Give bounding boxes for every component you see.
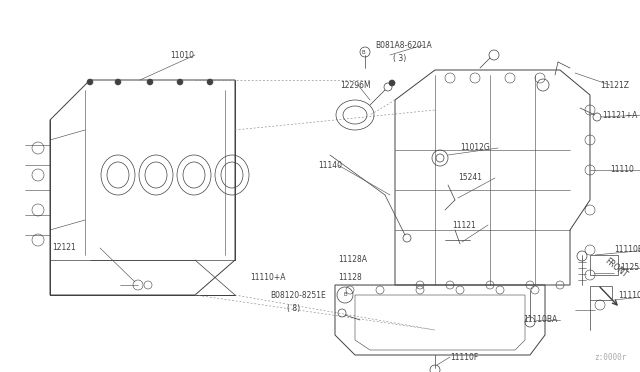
Text: 12296M: 12296M — [340, 80, 371, 90]
Bar — [590, 255, 618, 275]
Text: 11110BA: 11110BA — [523, 315, 557, 324]
Circle shape — [147, 79, 153, 85]
Text: 11110: 11110 — [610, 166, 634, 174]
Text: 11010: 11010 — [170, 51, 194, 60]
Circle shape — [389, 80, 395, 86]
Text: 11128: 11128 — [338, 273, 362, 282]
Text: z:0000r: z:0000r — [594, 353, 626, 362]
Text: 11110B: 11110B — [614, 246, 640, 254]
Text: B: B — [343, 292, 347, 298]
Text: ( 3): ( 3) — [393, 54, 406, 62]
Text: B: B — [361, 49, 365, 55]
Text: B08120-8251E: B08120-8251E — [270, 291, 326, 299]
Text: 11128A: 11128A — [338, 256, 367, 264]
Text: ( 8): ( 8) — [287, 304, 300, 312]
Text: 11251N: 11251N — [620, 263, 640, 273]
Text: FRONT: FRONT — [603, 257, 629, 280]
Circle shape — [87, 79, 93, 85]
Text: 15241: 15241 — [458, 173, 482, 183]
Text: B081A8-6201A: B081A8-6201A — [375, 41, 432, 49]
Circle shape — [115, 79, 121, 85]
Text: 11110+A: 11110+A — [250, 273, 285, 282]
Text: 11012G: 11012G — [460, 144, 490, 153]
Text: 11110E: 11110E — [618, 292, 640, 301]
Text: 11121: 11121 — [452, 221, 476, 230]
Text: 11140: 11140 — [318, 160, 342, 170]
Text: 11121Z: 11121Z — [600, 80, 629, 90]
Circle shape — [207, 79, 213, 85]
Bar — [590, 286, 612, 300]
Circle shape — [177, 79, 183, 85]
Text: 11121+A: 11121+A — [602, 110, 637, 119]
Text: 12121: 12121 — [52, 244, 76, 253]
Text: 11110F: 11110F — [450, 353, 478, 362]
